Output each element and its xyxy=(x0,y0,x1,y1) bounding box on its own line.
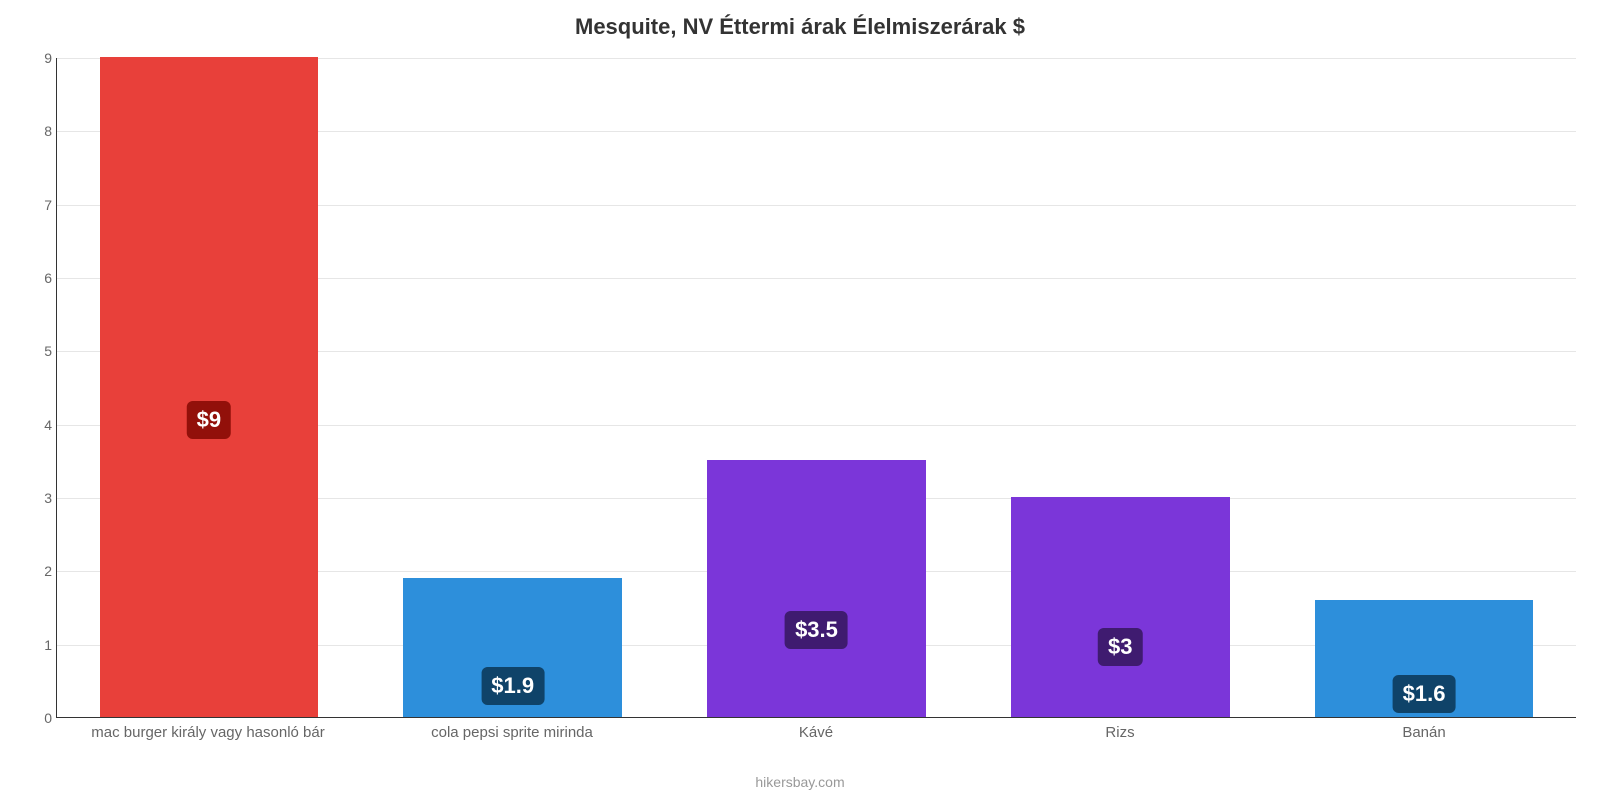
plot-area: $9 $1.9 $3.5 $3 $1.6 xyxy=(56,58,1576,718)
chart-container: Mesquite, NV Éttermi árak Élelmiszerárak… xyxy=(0,0,1600,800)
bar-slot: $9 xyxy=(57,58,361,717)
x-tick-label: Banán xyxy=(1272,724,1576,741)
y-tick-label: 3 xyxy=(4,490,52,506)
y-tick-label: 0 xyxy=(4,710,52,726)
bar xyxy=(100,57,319,717)
y-tick-label: 4 xyxy=(4,417,52,433)
bar-value-label: $3.5 xyxy=(785,611,848,649)
y-tick-label: 5 xyxy=(4,343,52,359)
y-tick-label: 9 xyxy=(4,50,52,66)
x-tick-label: cola pepsi sprite mirinda xyxy=(360,724,664,741)
bar-slot: $1.6 xyxy=(1272,58,1576,717)
y-tick-label: 2 xyxy=(4,563,52,579)
x-tick-label: Kávé xyxy=(664,724,968,741)
y-tick-label: 1 xyxy=(4,637,52,653)
y-tick-label: 6 xyxy=(4,270,52,286)
bar xyxy=(1011,497,1230,717)
bars-group: $9 $1.9 $3.5 $3 $1.6 xyxy=(57,58,1576,717)
y-tick-label: 7 xyxy=(4,197,52,213)
y-tick-label: 8 xyxy=(4,123,52,139)
bar xyxy=(707,460,926,717)
bar-slot: $3 xyxy=(968,58,1272,717)
bar-value-label: $1.6 xyxy=(1393,675,1456,713)
x-tick-label: Rizs xyxy=(968,724,1272,741)
x-tick-label: mac burger király vagy hasonló bár xyxy=(56,724,360,741)
chart-title: Mesquite, NV Éttermi árak Élelmiszerárak… xyxy=(0,14,1600,40)
bar-value-label: $9 xyxy=(187,401,231,439)
bar-value-label: $3 xyxy=(1098,628,1142,666)
bar-slot: $3.5 xyxy=(665,58,969,717)
bar-value-label: $1.9 xyxy=(481,667,544,705)
bar-slot: $1.9 xyxy=(361,58,665,717)
x-labels: mac burger király vagy hasonló bárcola p… xyxy=(56,724,1576,741)
chart-footer: hikersbay.com xyxy=(0,774,1600,790)
